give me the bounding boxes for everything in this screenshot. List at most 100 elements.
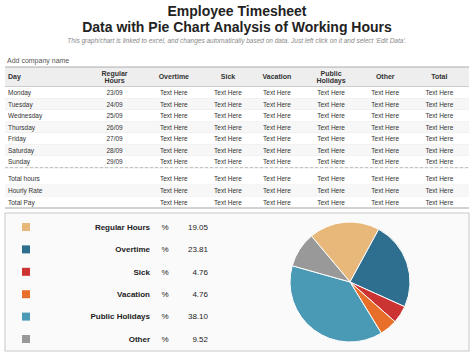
column-header-line: Hours — [104, 77, 124, 84]
table-cell: Text Here — [214, 112, 242, 119]
table-cell: Text Here — [425, 101, 453, 108]
table-border — [5, 208, 469, 209]
table-cell: Text Here — [160, 147, 188, 154]
table-row-bg — [5, 87, 469, 99]
column-header: Vacation — [263, 73, 292, 80]
column-header: Other — [376, 73, 395, 80]
table-cell: Text Here — [425, 124, 453, 131]
title-line: Employee Timesheet — [167, 3, 306, 19]
legend-label: Sick — [134, 268, 151, 277]
table-cell: Text Here — [263, 124, 291, 131]
table-border — [5, 67, 469, 68]
table-cell: 24/09 — [106, 101, 123, 108]
column-header-line: Sick — [221, 73, 236, 80]
legend-unit: % — [161, 312, 168, 321]
table-row-bg — [5, 133, 469, 145]
legend-swatch — [22, 223, 30, 231]
table-cell: Text Here — [263, 187, 291, 194]
table-cell: Text Here — [263, 199, 291, 206]
table-cell: Text Here — [425, 158, 453, 165]
table-cell: Thursday — [8, 124, 36, 132]
legend-unit: % — [161, 335, 168, 344]
table-cell: Text Here — [160, 124, 188, 131]
table-cell: Text Here — [317, 199, 345, 206]
table-cell: Text Here — [214, 175, 242, 182]
legend-label: Vacation — [117, 290, 150, 299]
legend: Regular Hours%19.05Overtime%23.81Sick%4.… — [22, 223, 209, 344]
table-cell: Text Here — [317, 89, 345, 96]
table-cell: 25/09 — [106, 112, 123, 119]
table-cell: Text Here — [371, 158, 399, 165]
table-cell: Text Here — [317, 124, 345, 131]
table-cell: Total Pay — [8, 199, 35, 207]
legend-swatch — [22, 335, 30, 343]
table-separator — [5, 167, 469, 168]
table-cell: 26/09 — [106, 124, 123, 131]
table-row-bg — [5, 196, 469, 208]
column-header: Sick — [221, 73, 236, 80]
column-header-line: Day — [8, 73, 21, 81]
table-cell: Text Here — [371, 147, 399, 154]
title-line: Data with Pie Chart Analysis of Working … — [82, 19, 392, 35]
table-cell: Text Here — [263, 175, 291, 182]
table-cell: Text Here — [371, 187, 399, 194]
column-header-line: Holidays — [316, 77, 345, 85]
table-cell: Monday — [8, 89, 32, 97]
table-divider — [5, 167, 469, 168]
column-header-line: Vacation — [263, 73, 292, 80]
table-cell: Text Here — [371, 199, 399, 206]
table-cell: Text Here — [263, 89, 291, 96]
table-cell: Text Here — [263, 158, 291, 165]
table-cell: 29/09 — [106, 158, 123, 165]
legend-swatch — [22, 313, 30, 321]
legend-label: Public Holidays — [90, 312, 150, 321]
table-cell: Text Here — [263, 112, 291, 119]
table-cell: Text Here — [371, 175, 399, 182]
table-cell: Text Here — [160, 135, 188, 142]
legend-label: Regular Hours — [95, 223, 151, 232]
legend-value: 9.52 — [192, 335, 208, 344]
table-cell: Text Here — [425, 147, 453, 154]
column-header-line: Other — [376, 73, 395, 80]
legend-swatch — [22, 268, 30, 276]
table-cell: Text Here — [160, 112, 188, 119]
table-cell: Text Here — [263, 147, 291, 154]
table-cell: Text Here — [371, 101, 399, 108]
table-cell: Text Here — [160, 89, 188, 96]
table-cell: Text Here — [214, 101, 242, 108]
table-cell: Hourly Rate — [8, 187, 43, 195]
legend-unit: % — [161, 290, 168, 299]
table-cell: Wednesday — [8, 112, 43, 120]
table-cell: Text Here — [214, 187, 242, 194]
table-row-bg — [5, 122, 469, 134]
table-cell: Friday — [8, 135, 27, 143]
table-cell: Text Here — [371, 112, 399, 119]
table-divider — [5, 208, 469, 209]
bottom-panel — [5, 213, 469, 351]
table-cell: Total hours — [8, 175, 41, 182]
table-cell: Text Here — [425, 89, 453, 96]
subtitle-line: This graph/chart is linked to excel, and… — [67, 37, 406, 45]
table-cell: 28/09 — [106, 147, 123, 154]
legend-value: 4.76 — [192, 268, 208, 277]
legend-swatch — [22, 290, 30, 298]
legend-unit: % — [161, 245, 168, 254]
column-header-line: Overtime — [159, 73, 189, 80]
legend-label: Overtime — [115, 245, 150, 254]
table: Day RegularHours Overtime Sick Vacation Publi… — [5, 67, 469, 208]
column-header: Overtime — [159, 73, 189, 80]
table-cell: Text Here — [425, 112, 453, 119]
table-row-bg — [5, 110, 469, 122]
table-row-bg — [5, 145, 469, 157]
legend-value: 38.10 — [188, 312, 209, 321]
table-cell: Text Here — [425, 175, 453, 182]
table-cell: Saturday — [8, 147, 35, 155]
column-header-line: Public — [321, 70, 342, 77]
column-header: RegularHours — [102, 70, 128, 85]
table-row-bg — [5, 173, 469, 185]
pie-slice — [292, 236, 350, 282]
legend-unit: % — [161, 223, 168, 232]
title: Employee TimesheetData with Pie Chart An… — [82, 3, 392, 35]
table-cell: 27/09 — [106, 135, 123, 142]
table-cell: Text Here — [317, 187, 345, 194]
